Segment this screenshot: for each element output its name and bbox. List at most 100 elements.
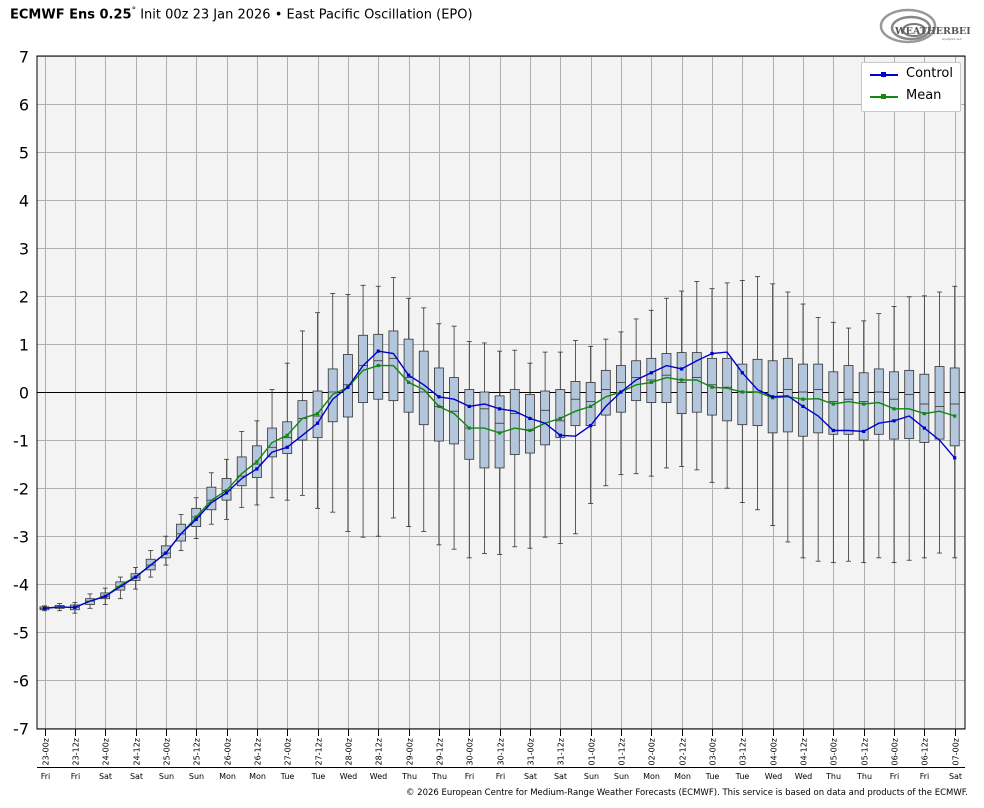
degree-symbol: ° [131, 6, 137, 16]
box [934, 366, 945, 440]
chart-title: East Pacific Oscillation (EPO) [286, 7, 473, 23]
control-point [285, 445, 289, 449]
control-point [649, 371, 653, 375]
control-point [376, 349, 380, 353]
day-label: Mon [249, 772, 266, 781]
mean-point [649, 380, 653, 384]
day-label: Wed [795, 772, 812, 781]
mean-point [922, 412, 926, 416]
mean-point [224, 488, 229, 493]
mean-point [801, 397, 805, 401]
separator-bullet: • [274, 7, 283, 23]
day-label: Sat [130, 772, 143, 781]
mean-point [285, 433, 289, 437]
y-tick-label: -2 [13, 480, 29, 499]
x-tick-label: 26-00z [224, 738, 233, 765]
chart-header: ECMWF Ens 0.25° Init 00z 23 Jan 2026 • E… [10, 6, 473, 22]
box [540, 390, 551, 446]
x-tick-label: 24-00z [102, 738, 111, 765]
legend-label-mean: Mean [906, 88, 942, 103]
box [434, 367, 444, 442]
control-point [406, 373, 411, 377]
copyright-footer: © 2026 European Centre for Medium-Range … [405, 788, 968, 798]
x-tick-label: 30-12z [497, 738, 506, 765]
day-label: Mon [643, 772, 660, 781]
y-tick-label: -5 [13, 624, 29, 643]
mean-point [862, 402, 866, 406]
control-marker [881, 72, 886, 77]
box [509, 389, 520, 455]
day-label: Sat [949, 772, 962, 781]
control-point [801, 404, 805, 409]
y-tick-label: 6 [19, 96, 29, 115]
control-point [862, 429, 866, 434]
control-point [194, 517, 198, 521]
x-tick-label: 23-00z [42, 738, 51, 765]
mean-point [892, 407, 896, 411]
mean-point [528, 428, 532, 433]
control-point [922, 426, 926, 430]
x-tick-label: 04-12z [800, 738, 809, 765]
control-point [528, 416, 532, 421]
mean-marker [881, 94, 886, 99]
y-tick-label: 5 [19, 144, 29, 163]
control-point [467, 404, 471, 409]
day-label: Thu [431, 772, 447, 781]
day-label: Fri [890, 772, 900, 781]
x-tick-label: 28-00z [345, 738, 354, 765]
day-label: Fri [71, 772, 81, 781]
legend-label-control: Control [906, 66, 953, 81]
logo-subtext: Analytics LLC [942, 37, 962, 41]
x-tick-label: 25-00z [163, 738, 172, 765]
day-label: Fri [496, 772, 506, 781]
control-point [164, 551, 168, 555]
box [449, 377, 459, 445]
day-label: Sun [584, 772, 599, 781]
day-label: Tue [705, 772, 720, 781]
day-label: Sun [614, 772, 629, 781]
box [919, 373, 930, 443]
day-label: Sat [524, 772, 537, 781]
mean-point [558, 416, 562, 421]
box [646, 357, 657, 403]
x-tick-label: 06-12z [921, 738, 930, 765]
control-point [953, 456, 957, 460]
x-axis: 23-00z Fri 23-12z Fri 24-00z Sat 24-12z Sat 25-0… [37, 729, 965, 781]
control-point [710, 351, 714, 356]
mean-point [467, 426, 471, 430]
y-tick-label: 7 [19, 48, 29, 67]
x-tick-label: 05-12z [861, 738, 870, 765]
day-label: Wed [340, 772, 357, 781]
x-tick-label: 23-12z [72, 738, 81, 765]
init-time: Init 00z 23 Jan 2026 [140, 7, 271, 23]
box [737, 363, 748, 426]
x-tick-label: 03-12z [739, 738, 748, 765]
control-point [103, 594, 107, 598]
y-axis: 7 6 5 4 3 2 1 0 -1 -2 -3 -4 -5 -6 -7 [13, 48, 29, 739]
y-tick-label: -4 [13, 576, 29, 595]
x-tick-label: 05-00z [830, 738, 839, 765]
x-tick-label: 27-00z [284, 738, 293, 765]
mean-point [680, 378, 684, 382]
x-tick-label: 25-12z [193, 738, 202, 765]
control-point [42, 606, 47, 610]
mean-point [498, 431, 502, 435]
box [176, 523, 186, 542]
x-tick-label: 27-12z [315, 738, 324, 765]
logo-text: WEATHERBELL [894, 26, 970, 37]
day-label: Sat [99, 772, 112, 781]
mean-point [740, 390, 744, 394]
control-point [498, 407, 502, 411]
day-label: Sat [554, 772, 567, 781]
mean-point [406, 380, 411, 384]
day-label: Fri [465, 772, 475, 781]
day-label: Mon [219, 772, 236, 781]
day-label: Mon [674, 772, 691, 781]
control-point [892, 419, 896, 423]
day-label: Thu [401, 772, 417, 781]
control-point [771, 395, 775, 399]
control-point [255, 467, 259, 471]
x-tick-label: 29-12z [436, 738, 445, 765]
x-tick-label: 01-12z [618, 738, 627, 765]
